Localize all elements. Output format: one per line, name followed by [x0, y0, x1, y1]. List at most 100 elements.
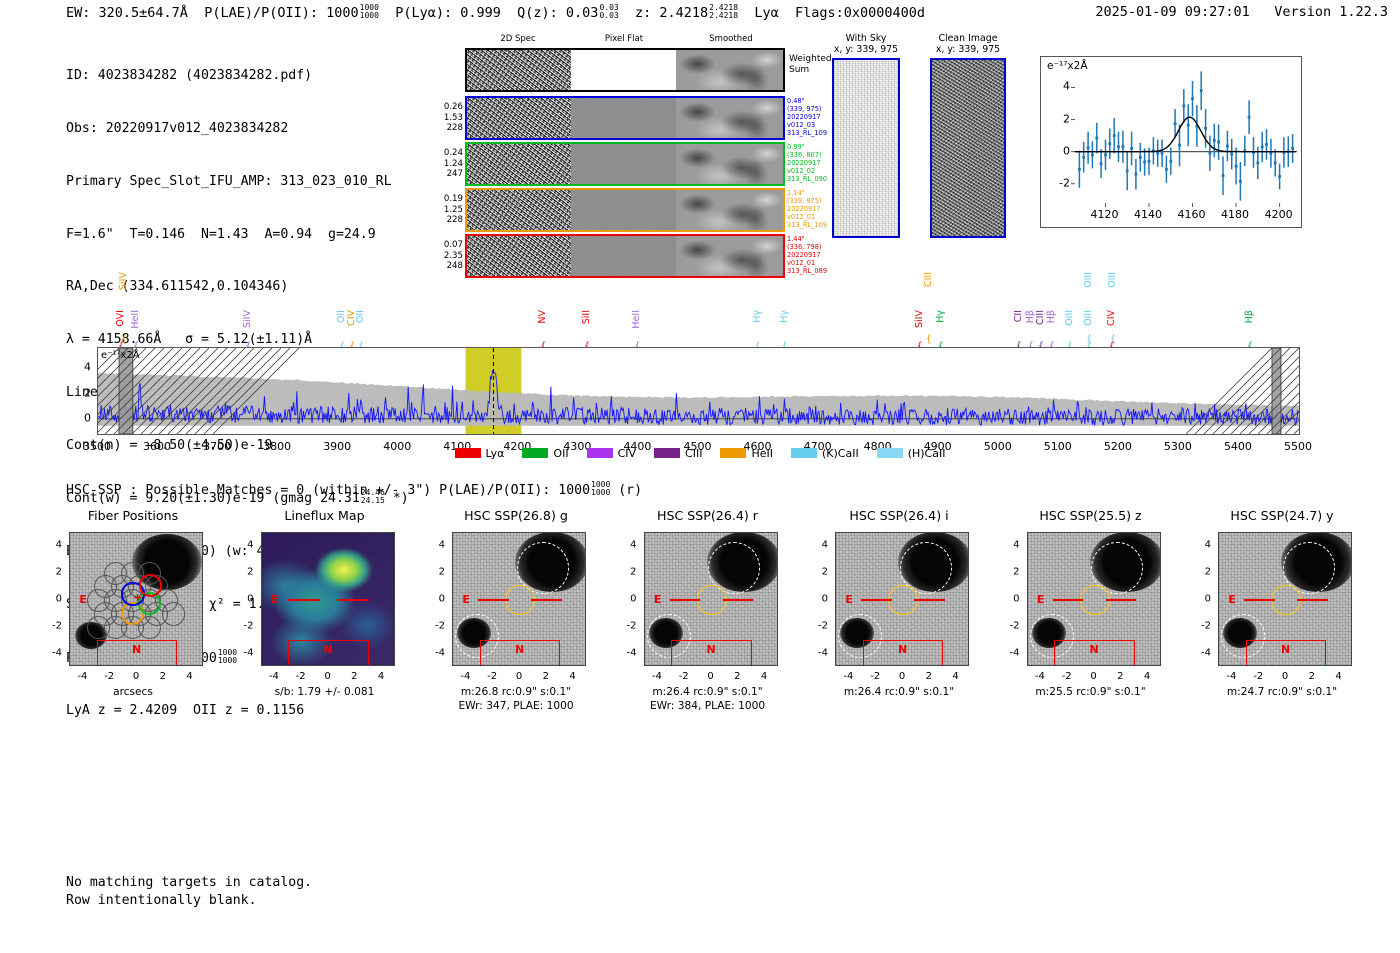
fit-xtick: 4180 — [1221, 208, 1250, 221]
z-fraction: 2.4218 2.4218 — [709, 3, 739, 20]
compass-north-label: N — [898, 643, 908, 657]
fit-unit-label: e⁻¹⁷x2Å — [1047, 60, 1088, 72]
cutout-xtick: -2 — [1253, 671, 1264, 682]
header-timestamp-version: 2025-01-09 09:27:01 Version 1.22.3 — [1095, 4, 1388, 20]
target-crosshair — [531, 599, 562, 601]
target-crosshair — [478, 599, 509, 601]
target-crosshair — [722, 599, 754, 601]
emission-line-label: CIII — [1034, 310, 1046, 326]
qz-value: 0.03 — [565, 4, 599, 21]
fiber-row-stats: 0.07 2.35 248 — [443, 240, 463, 271]
fiber-smoothed — [675, 190, 783, 230]
aperture-dashed-circle — [899, 541, 952, 594]
spectrum-legend: Lyα OII CIV CIII HeII (K)CaII (H)CaII — [0, 447, 1400, 460]
weighted-sum-smoothed — [675, 50, 783, 90]
info-redshifts: LyA z = 2.4209 OII z = 0.1156 — [66, 703, 305, 719]
emission-line-bracket-icon: { — [120, 334, 128, 345]
fit-plot-svg — [1071, 71, 1297, 207]
cutout-ytick: -4 — [818, 647, 828, 659]
cutout-xtick: -4 — [843, 671, 854, 682]
compass-east-label: E — [462, 593, 470, 606]
fiber-row — [465, 142, 785, 186]
col-title-pixelflat: Pixel Flat — [604, 34, 644, 44]
fiber-row-meta: 0.48" (339, 975) 20220917 v012_03 313_RL_109 — [787, 97, 828, 137]
emission-line-label: CIII — [922, 272, 934, 288]
compass-east-label: E — [1036, 593, 1045, 606]
plae-value: 1000 — [326, 4, 359, 21]
target-crosshair — [1105, 599, 1137, 601]
cutout-xtick: 0 — [707, 671, 714, 682]
fiber-row-meta: 1.14" (339, 975) 20220917 v012_01 313_RL_109 — [787, 189, 828, 229]
ifu-footprint-box — [1054, 640, 1135, 665]
emission-line-bracket-icon: { — [1038, 341, 1044, 352]
with-sky-image — [832, 58, 900, 238]
cutout-ytick: -4 — [243, 647, 254, 659]
cutout-ytick: 0 — [247, 593, 254, 605]
fiber-pixelflat — [571, 144, 676, 184]
hsc-prefix: HSC-SSP : Possible Matches = 0 (within +… — [66, 482, 591, 498]
aperture-dashed-circle — [516, 541, 569, 594]
spectrum-xtick: 4300 — [563, 440, 592, 453]
cutout-ytick: -2 — [626, 620, 637, 632]
emission-line-label: HeII — [631, 310, 643, 329]
target-crosshair — [1297, 599, 1328, 601]
cutout-title: HSC SSP(26.8) g — [464, 508, 568, 523]
fiber-pixelflat — [571, 236, 676, 276]
cutout-image[interactable]: + N E — [69, 532, 203, 666]
info-seeing-throughput: F=1.6" T=0.146 N=1.43 A=0.94 g=24.9 — [66, 226, 376, 242]
highlighted-fiber-circle[interactable] — [138, 573, 162, 597]
info-radec: RA,Dec (334.611542,0.104346) — [66, 279, 289, 295]
info-spec-slot: Primary Spec_Slot_IFU_AMP: 313_023_010_R… — [66, 173, 392, 189]
emission-line-label: OIII — [1083, 272, 1095, 288]
hsc-ssp-summary: HSC-SSP : Possible Matches = 0 (within +… — [66, 481, 642, 498]
cutout-ytick: 4 — [247, 539, 254, 551]
emission-line-bracket-icon: { — [1049, 341, 1055, 352]
emission-line-label: SiIV — [913, 310, 925, 328]
emission-line-bracket-icon: { — [118, 341, 124, 352]
fiber-row — [465, 188, 785, 232]
ifu-footprint-box — [671, 640, 752, 665]
timestamp: 2025-01-09 09:27:01 — [1095, 4, 1250, 20]
emission-line-bracket-icon: { — [634, 341, 640, 352]
cutout-ytick: 4 — [821, 539, 828, 551]
cutout-caption-primary: s/b: 1.79 +/- 0.081 — [274, 686, 375, 698]
compass-east-label: E — [1228, 593, 1236, 606]
emission-line-label: CII — [1012, 310, 1024, 323]
target-crosshair — [669, 599, 701, 601]
legend-label: OII — [553, 447, 569, 460]
info-cont-w: Cont(w) = 9.20(±1.30)e-19 (gmag 24.31 24.… — [66, 488, 409, 507]
z-label: z: — [634, 4, 652, 21]
legend-swatch — [522, 448, 549, 458]
aperture-dashed-circle — [1282, 541, 1335, 594]
cutout-ytick: -2 — [243, 620, 254, 632]
info-obs: Obs: 20220917v012_4023834282 — [66, 120, 289, 136]
full-spectrum-plot: e⁻¹⁷x2Å — [97, 347, 1300, 435]
fiber-row-stats: 0.19 1.25 228 — [443, 194, 463, 225]
emission-line-bracket-icon: { — [781, 341, 787, 352]
target-crosshair — [288, 599, 321, 601]
emission-line-bracket-icon: { — [938, 341, 944, 352]
cutout-xtick: 0 — [324, 671, 331, 682]
emission-line-bracket-icon: { — [1028, 341, 1034, 352]
aperture-dashed-circle — [455, 614, 500, 659]
cutout-xtick: -4 — [77, 671, 88, 682]
emission-line-bracket-icon: { — [1016, 341, 1022, 352]
spectrum-xtick: 5000 — [983, 440, 1012, 453]
cutout-ytick: 0 — [55, 593, 62, 605]
cutout-ytick: 4 — [1204, 539, 1211, 551]
compass-east-label: E — [270, 593, 279, 606]
flags-value: Flags:0x0000400d — [794, 4, 926, 21]
legend-item: CIII — [654, 447, 702, 460]
compass-east-label: E — [79, 593, 87, 606]
spectrum-xtick: 4600 — [743, 440, 772, 453]
plya-label: P(Lyα): — [395, 4, 453, 21]
cutout-ytick: -2 — [1201, 620, 1211, 632]
emission-line-bracket-icon: { — [339, 341, 345, 352]
emission-line-label: NV — [537, 310, 549, 324]
